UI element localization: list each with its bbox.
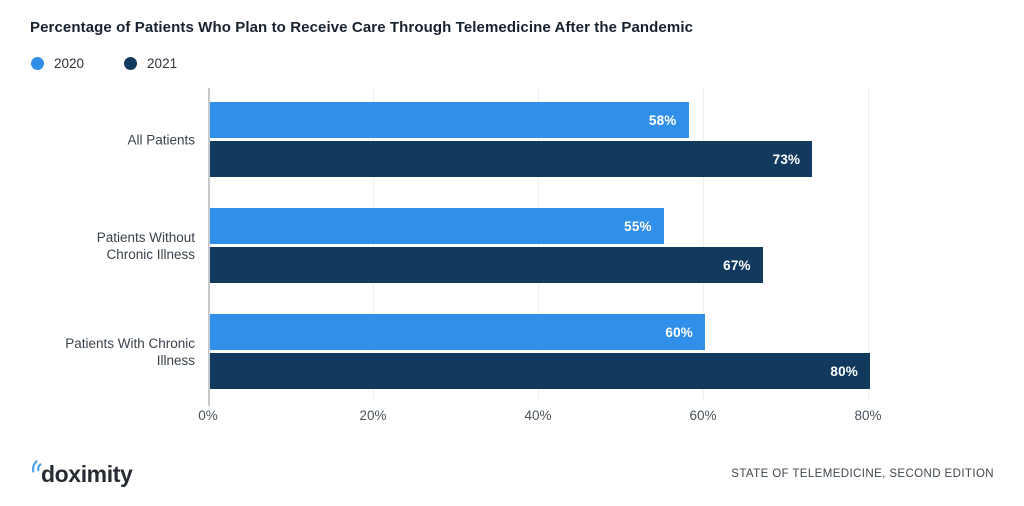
- legend-label-2021: 2021: [147, 56, 178, 71]
- category-label: Patients Without Chronic Illness: [96, 229, 195, 262]
- gridline-20%: [373, 88, 374, 400]
- legend-dot-2021: [124, 57, 138, 70]
- legend-dot-2020: [31, 57, 44, 70]
- legend-item-2021: 2021: [124, 56, 177, 71]
- bar-value-label: 80%: [830, 363, 858, 379]
- legend-label-2020: 2020: [54, 56, 85, 71]
- bar-2021: 80%: [210, 353, 870, 389]
- bar-2021: 67%: [210, 247, 763, 283]
- bar-value-label: 58%: [648, 112, 677, 128]
- x-tick-label-0%: 0%: [198, 408, 218, 423]
- x-tick-label-20%: 20%: [359, 408, 387, 423]
- chart-title: Percentage of Patients Who Plan to Recei…: [30, 19, 694, 36]
- chart-legend: 2020 2021: [31, 56, 177, 71]
- bar-2020: 58%: [210, 102, 689, 138]
- bar-2021: 73%: [210, 141, 813, 177]
- x-tick-label-40%: 40%: [524, 408, 552, 423]
- bar-value-label: 73%: [772, 151, 801, 167]
- bar-value-label: 60%: [665, 324, 693, 340]
- category-label: All Patients: [127, 132, 195, 147]
- gridline-80%: [868, 88, 869, 400]
- bar-value-label: 67%: [723, 257, 751, 273]
- doximity-signal-icon: [30, 458, 47, 479]
- bar-group: All Patients 58% 73%: [127, 102, 870, 177]
- bar-2020: 55%: [210, 208, 664, 244]
- doximity-logo-text: doximity: [41, 461, 133, 487]
- gridline-40%: [538, 88, 539, 400]
- x-tick-label-60%: 60%: [689, 408, 717, 423]
- bar-group: Patients With Chronic Illness 60% 80%: [65, 314, 870, 389]
- bar-value-label: 55%: [624, 218, 652, 234]
- source-text: STATE OF TELEMEDICINE, SECOND EDITION: [731, 468, 994, 480]
- doximity-logo: doximity: [30, 456, 150, 496]
- x-tick-label-80%: 80%: [854, 408, 882, 423]
- y-axis-line: [208, 88, 210, 406]
- legend-item-2020: 2020: [31, 56, 84, 71]
- gridline-60%: [703, 88, 704, 400]
- bar-2020: 60%: [210, 314, 705, 350]
- plot-area: 0% 20% 40% 60% 80% All Patients 58% 73% Patients…: [65, 88, 882, 423]
- bar-group: Patients Without Chronic Illness 55% 67%: [97, 208, 870, 283]
- category-label: Patients With Chronic Illness: [65, 335, 195, 368]
